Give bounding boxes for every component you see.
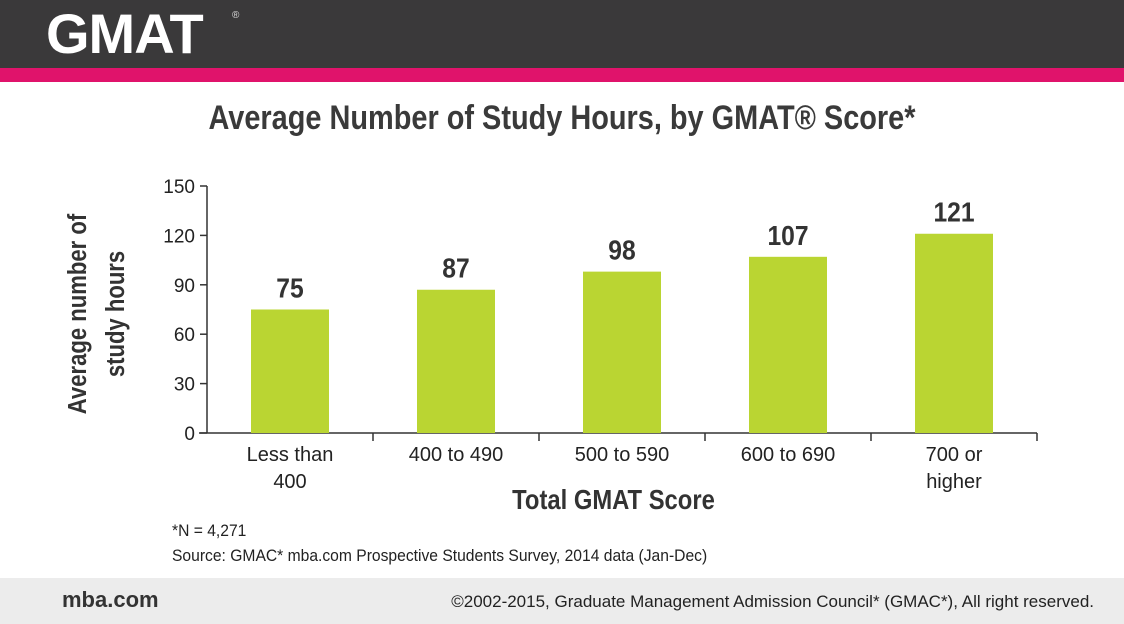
- data-label: 75: [276, 272, 303, 304]
- y-tick-label: 0: [184, 424, 195, 445]
- y-tick-label: 120: [163, 226, 195, 247]
- data-label: 107: [767, 219, 808, 251]
- x-axis-title: Total GMAT Score: [512, 483, 715, 515]
- x-tick-label: 400 to 490: [409, 444, 504, 466]
- bar: [417, 289, 495, 433]
- x-tick-label: 400: [273, 471, 306, 493]
- x-tick-label: 500 to 590: [575, 444, 670, 466]
- gmat-logo: GMAT: [46, 2, 204, 65]
- footer-site: mba.com: [62, 587, 159, 612]
- data-label: 87: [442, 252, 469, 284]
- bar: [749, 256, 827, 433]
- x-tick-label: higher: [926, 471, 982, 493]
- data-label: 121: [933, 196, 974, 228]
- y-tick-label: 30: [174, 375, 195, 396]
- bar-chart: 0 30 60 90 120 150 75 Less than 400 87 400 to 490 9…: [63, 177, 1038, 515]
- chart-title: Average Number of Study Hours, by GMAT® …: [208, 99, 916, 137]
- header-bar: [0, 0, 1124, 68]
- data-label: 98: [608, 234, 635, 266]
- x-tick-label: Less than: [247, 444, 334, 466]
- sample-size-note: *N = 4,271: [172, 521, 247, 540]
- x-tick-label: 700 or: [926, 444, 983, 466]
- y-tick-label: 60: [174, 325, 195, 346]
- bar: [915, 233, 993, 433]
- footer-copyright: ©2002-2015, Graduate Management Admissio…: [451, 592, 1094, 611]
- y-tick-label: 150: [163, 177, 195, 198]
- footer-bar: [0, 578, 1124, 624]
- x-tick-label: 600 to 690: [741, 444, 836, 466]
- y-tick-label: 90: [174, 276, 195, 297]
- bar: [583, 271, 661, 433]
- accent-stripe: [0, 68, 1124, 82]
- y-axis-title: study hours: [101, 251, 130, 377]
- y-axis-title: Average number of: [63, 213, 92, 414]
- source-note: Source: GMAC* mba.com Prospective Studen…: [172, 546, 708, 565]
- registered-mark: ®: [232, 10, 240, 21]
- bar: [251, 309, 329, 433]
